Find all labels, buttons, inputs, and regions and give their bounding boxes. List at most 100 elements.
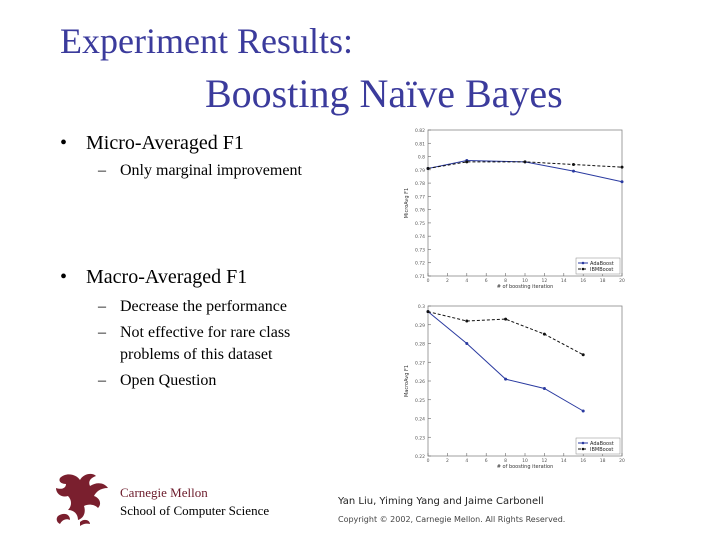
data-point-ibmboost xyxy=(426,166,430,170)
x-tick-label: 6 xyxy=(485,278,488,284)
micro-f1-chart: 0.71 0.72 0.73 0.74 0.75 0.76 0.77 0.78 0.79 0.8 0… xyxy=(404,128,625,290)
y-tick-label: 0.3 xyxy=(418,304,425,310)
x-tick-label: 12 xyxy=(542,458,548,464)
macro-f1-chart: 0.22 0.23 0.24 0.25 0.26 0.27 0.28 0.29 0.3 0 2 4 6 8… xyxy=(404,304,625,470)
bullet-marker: • xyxy=(60,266,68,288)
y-tick-label: 0.27 xyxy=(415,360,425,366)
plot-frame xyxy=(427,305,623,457)
authors: Yan Liu, Yiming Yang and Jaime Carbonell xyxy=(338,496,544,507)
x-tick-label: 6 xyxy=(485,458,488,464)
x-tick-label: 2 xyxy=(446,278,449,284)
y-tick-label: 0.28 xyxy=(415,342,425,348)
sub-bullet-continuation: problems of this dataset xyxy=(98,346,272,364)
legend-marker xyxy=(581,261,585,265)
sub-bullet-marker: – xyxy=(98,298,106,315)
bullet-text: Macro-Averaged F1 xyxy=(86,266,248,288)
sub-bullet: – Not effective for rare class xyxy=(98,324,290,342)
slide-title-line2: Boosting Naïve Bayes xyxy=(205,71,563,116)
copyright: Copyright © 2002, Carnegie Mellon. All R… xyxy=(338,515,566,524)
x-axis-label: # of boosting iteration xyxy=(497,284,554,290)
sub-bullet-text: Decrease the performance xyxy=(120,298,287,315)
data-point-ibmboost xyxy=(465,319,469,323)
data-point-adaboost xyxy=(542,387,546,390)
cmu-school: School of Computer Science xyxy=(120,503,270,518)
series-line-adaboost xyxy=(427,311,584,412)
legend-label: IBMBoost xyxy=(590,267,613,273)
legend-label: AdaBoost xyxy=(590,261,614,267)
cmu-griffin-logo xyxy=(56,473,108,526)
x-tick-label: 14 xyxy=(561,458,567,464)
series-line-ibmboost xyxy=(427,311,584,356)
y-tick-label: 0.81 xyxy=(415,141,425,147)
bullet-text: Micro-Averaged F1 xyxy=(86,132,244,154)
data-point-ibmboost xyxy=(465,160,469,164)
y-tick-label: 0.72 xyxy=(415,261,425,267)
y-tick-label: 0.78 xyxy=(415,181,425,187)
legend-label: AdaBoost xyxy=(590,441,614,447)
data-point-ibmboost xyxy=(581,353,585,357)
data-point-ibmboost xyxy=(426,310,430,314)
y-tick-label: 0.75 xyxy=(415,221,425,227)
y-tick-label: 0.22 xyxy=(415,454,425,460)
x-tick-label: 14 xyxy=(561,278,567,284)
x-tick-label: 8 xyxy=(504,458,507,464)
x-tick-label: 10 xyxy=(522,278,528,284)
x-tick-label: 20 xyxy=(619,458,625,464)
x-tick-label: 4 xyxy=(465,278,468,284)
x-tick-label: 18 xyxy=(600,278,606,284)
y-tick-label: 0.23 xyxy=(415,435,425,441)
x-tick-label: 18 xyxy=(600,458,606,464)
x-tick-label: 0 xyxy=(427,458,430,464)
cmu-affiliation: Carnegie Mellon School of Computer Scien… xyxy=(120,484,269,520)
sub-bullet-text: Only marginal improvement xyxy=(120,162,302,179)
x-tick-label: 8 xyxy=(504,278,507,284)
y-tick-label: 0.74 xyxy=(415,234,425,240)
x-tick-label: 10 xyxy=(522,458,528,464)
legend-marker xyxy=(581,441,585,445)
y-tick-label: 0.26 xyxy=(415,379,425,385)
y-tick-label: 0.8 xyxy=(418,155,425,161)
legend-box xyxy=(575,257,621,275)
x-tick-label: 12 xyxy=(542,278,548,284)
data-point-ibmboost xyxy=(572,163,575,167)
legend-label: IBMBoost xyxy=(590,447,613,453)
x-tick-label: 16 xyxy=(580,278,586,284)
data-point-ibmboost xyxy=(620,165,624,169)
data-point-adaboost xyxy=(465,342,469,345)
sub-bullet: – Only marginal improvement xyxy=(98,162,302,180)
data-point-adaboost xyxy=(572,169,575,173)
y-tick-label: 0.82 xyxy=(415,128,425,134)
y-tick-label: 0.71 xyxy=(415,274,425,280)
bullet-micro: • Micro-Averaged F1 xyxy=(60,132,244,155)
x-tick-label: 0 xyxy=(427,278,430,284)
data-point-ibmboost xyxy=(523,160,527,164)
y-tick-label: 0.73 xyxy=(415,247,425,253)
legend-marker xyxy=(581,267,585,271)
slide-title-line1: Experiment Results: xyxy=(60,21,353,61)
y-axis-label: MacroAvg F1 xyxy=(404,365,410,397)
legend-box xyxy=(575,437,621,455)
y-tick-label: 0.24 xyxy=(415,417,425,423)
sub-bullet-text: Not effective for rare class xyxy=(120,324,291,341)
legend-marker xyxy=(581,447,585,451)
sub-bullet-text: Open Question xyxy=(120,372,217,389)
bullet-macro: • Macro-Averaged F1 xyxy=(60,266,247,289)
y-tick-label: 0.25 xyxy=(415,398,425,404)
sub-bullet-marker: – xyxy=(98,162,106,179)
data-point-ibmboost xyxy=(504,317,508,321)
data-point-adaboost xyxy=(620,180,624,184)
sub-bullet-marker: – xyxy=(98,324,106,341)
y-tick-label: 0.76 xyxy=(415,208,425,214)
data-point-ibmboost xyxy=(542,332,546,336)
y-tick-label: 0.29 xyxy=(415,323,425,329)
x-tick-label: 4 xyxy=(465,458,468,464)
x-tick-label: 20 xyxy=(619,278,625,284)
sub-bullet-marker: – xyxy=(98,372,106,389)
series-line-adaboost xyxy=(427,160,623,183)
data-point-adaboost xyxy=(581,409,585,413)
bullet-marker: • xyxy=(60,132,68,154)
y-tick-label: 0.79 xyxy=(415,168,425,174)
y-axis-label: MicroAvg F1 xyxy=(404,188,410,218)
x-axis-label: # of boosting iteration xyxy=(497,464,554,470)
plot-frame xyxy=(427,129,623,277)
